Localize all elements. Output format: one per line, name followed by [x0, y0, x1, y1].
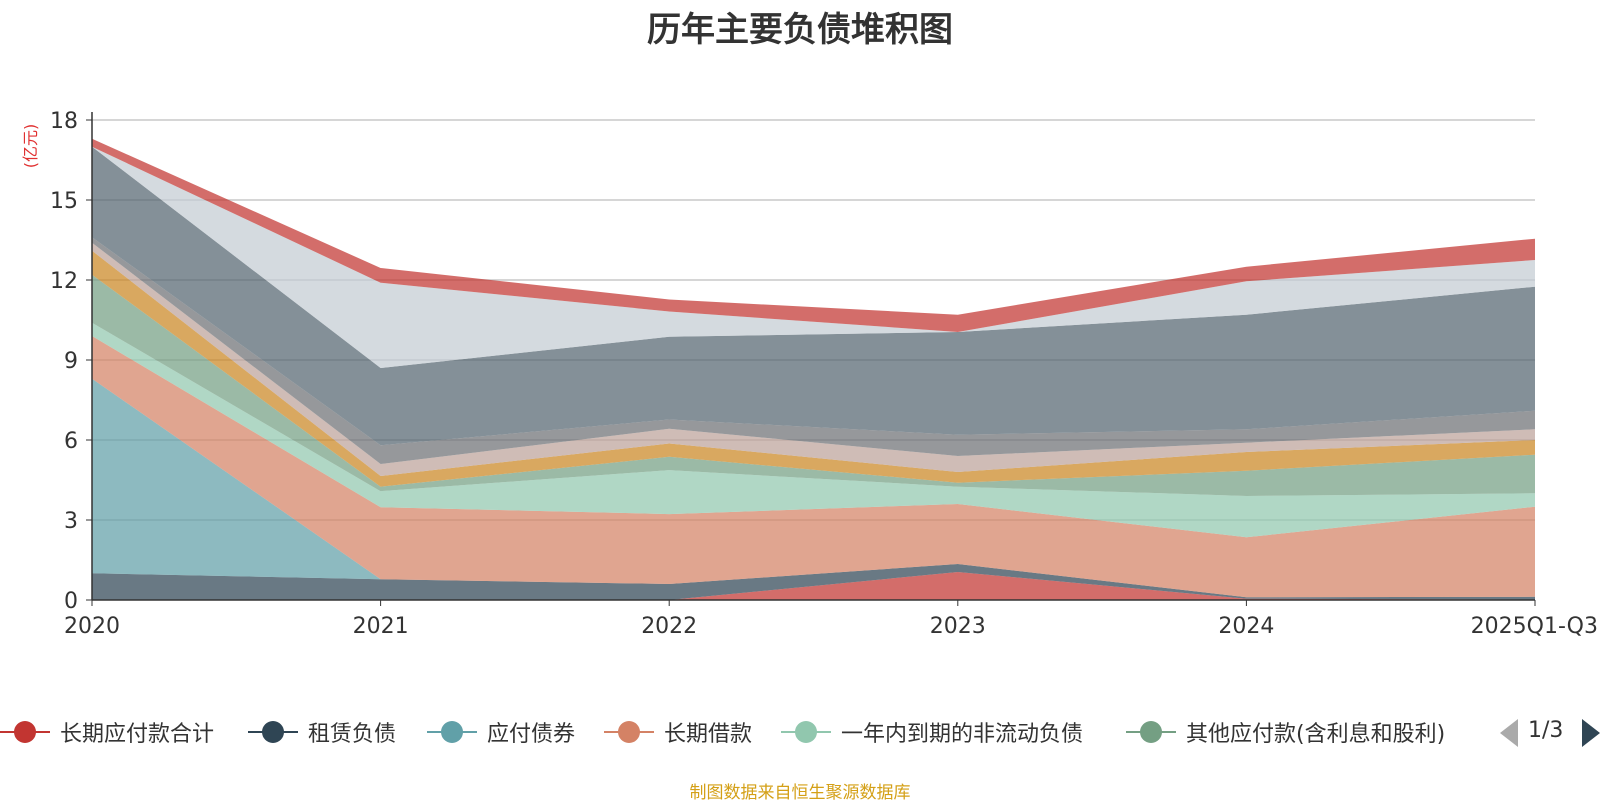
legend-label: 一年内到期的非流动负债 — [841, 722, 1084, 747]
x-tick-label: 2020 — [64, 614, 120, 639]
y-tick-label: 0 — [64, 589, 78, 614]
legend: 长期应付款合计 租赁负债 应付债券 长期借款 一年内到期的非流动负债 其他应付款… — [0, 712, 1600, 752]
legend-swatch — [1126, 720, 1176, 744]
chart-title: 历年主要负债堆积图 — [647, 10, 953, 50]
legend-item-bonds-payable[interactable]: 应付债券 — [427, 712, 575, 752]
legend-label: 应付债券 — [487, 722, 576, 747]
legend-item-other-payables[interactable]: 其他应付款(含利息和股利) — [1126, 712, 1445, 752]
y-tick-label: 3 — [64, 509, 78, 534]
source-note: 制图数据来自恒生聚源数据库 — [689, 783, 911, 803]
y-tick-label: 6 — [64, 429, 78, 454]
y-tick-label: 15 — [50, 189, 78, 214]
legend-item-lease-liabilities[interactable]: 租赁负债 — [248, 712, 396, 752]
legend-pager: 1/3 — [1500, 712, 1600, 752]
legend-swatch — [604, 720, 654, 744]
area-series-3[interactable] — [92, 378, 1535, 598]
area-series-4[interactable] — [92, 336, 1535, 598]
next-page-icon[interactable] — [1582, 719, 1600, 747]
area-series-10[interactable] — [92, 146, 1535, 446]
x-tick-label: 2021 — [353, 614, 409, 639]
axes: 0 3 6 9 12 15 18 2020 2021 2022 2023 2024 2025Q1-Q3 — [50, 109, 1598, 639]
area-series-layer — [92, 138, 1535, 600]
legend-label: 长期借款 — [664, 722, 753, 747]
y-axis-label: (亿元) — [21, 124, 40, 169]
y-tick-label: 12 — [50, 269, 78, 294]
legend-swatch — [248, 720, 298, 744]
area-series-5[interactable] — [92, 322, 1535, 538]
legend-label: 租赁负债 — [308, 722, 397, 747]
prev-page-icon[interactable] — [1500, 719, 1518, 747]
y-tick-label: 9 — [64, 349, 78, 374]
legend-label: 长期应付款合计 — [60, 722, 215, 747]
x-tick-label: 2024 — [1218, 614, 1274, 639]
legend-item-current-portion[interactable]: 一年内到期的非流动负债 — [781, 712, 1083, 752]
x-tick-label: 2022 — [641, 614, 697, 639]
legend-swatch — [781, 720, 831, 744]
legend-label: 其他应付款(含利息和股利) — [1186, 722, 1446, 747]
legend-swatch — [0, 720, 50, 744]
area-series-11[interactable] — [92, 146, 1535, 368]
legend-swatch — [427, 720, 477, 744]
area-series-12[interactable] — [92, 138, 1535, 332]
area-series-2[interactable] — [92, 564, 1535, 600]
x-tick-label: 2025Q1-Q3 — [1471, 614, 1598, 639]
area-series-6[interactable] — [92, 274, 1535, 496]
legend-item-long-term-payables[interactable]: 长期应付款合计 — [0, 712, 214, 752]
y-tick-label: 18 — [50, 109, 78, 134]
x-tick-label: 2023 — [930, 614, 986, 639]
page-indicator: 1/3 — [1528, 718, 1564, 743]
legend-item-long-term-loans[interactable]: 长期借款 — [604, 712, 752, 752]
